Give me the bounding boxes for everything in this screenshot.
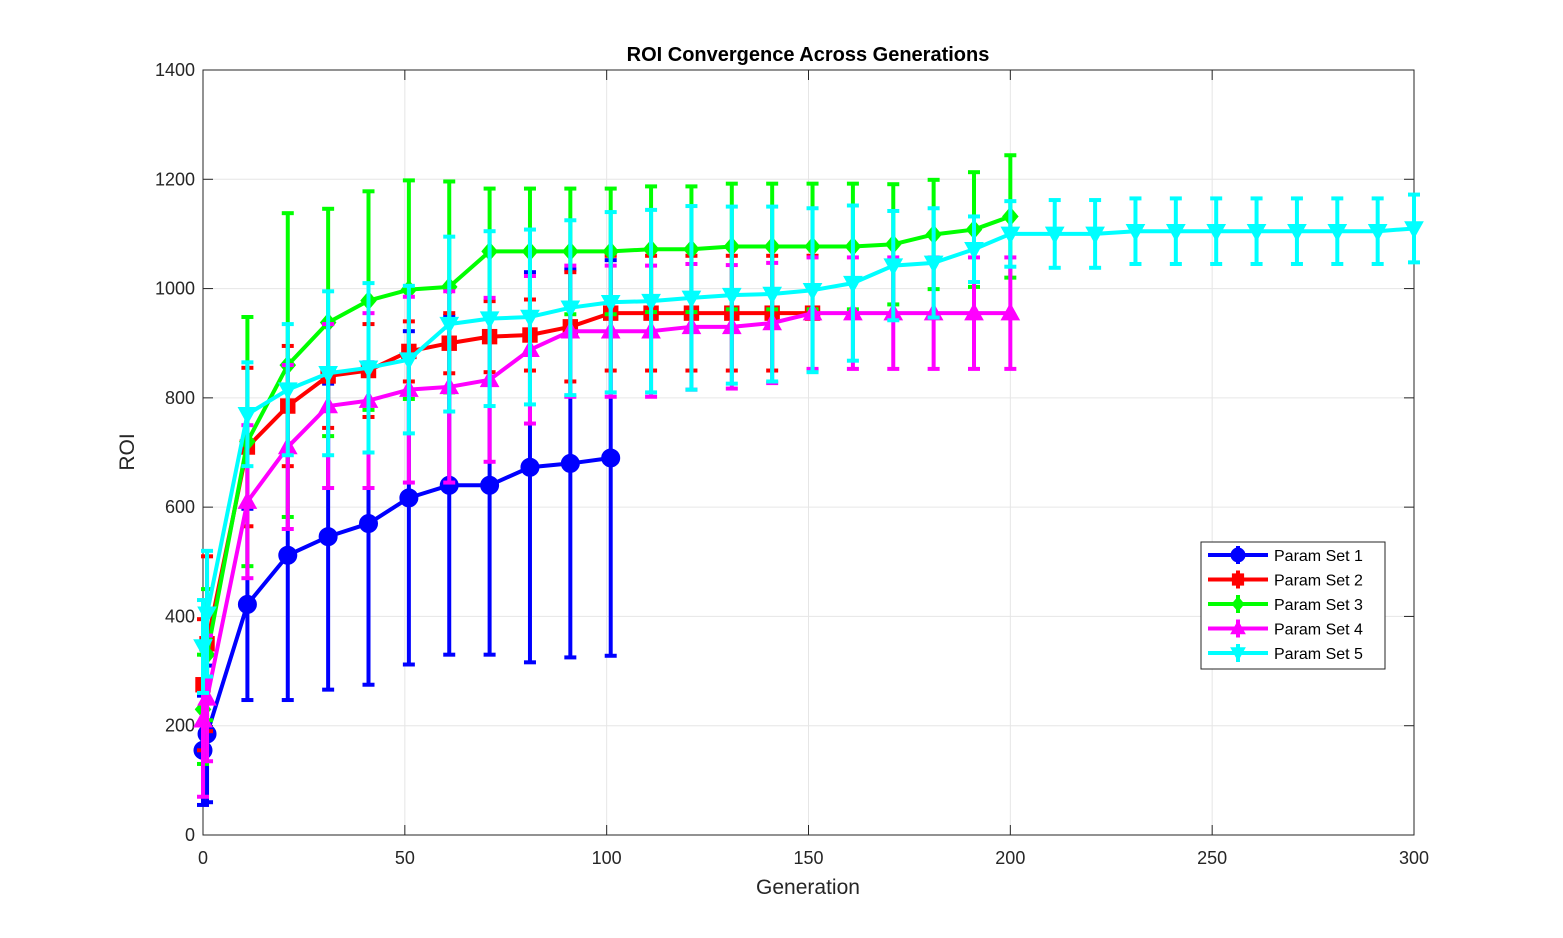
legend-marker <box>1230 647 1246 662</box>
y-tick-label: 1200 <box>155 169 195 189</box>
legend-label: Param Set 3 <box>1274 597 1363 614</box>
y-tick-label: 200 <box>165 716 195 736</box>
data-point <box>560 300 581 319</box>
series-line <box>201 311 1011 721</box>
data-point <box>1125 223 1146 242</box>
data-point <box>237 491 258 509</box>
legend-marker <box>1231 573 1245 586</box>
data-point <box>193 639 213 657</box>
data-point <box>197 606 217 625</box>
legend-entry: Param Set 3 <box>1208 595 1363 614</box>
data-point <box>520 457 540 477</box>
data-point <box>560 453 580 473</box>
data-point <box>1085 226 1105 245</box>
data-point <box>237 407 258 425</box>
y-tick-label: 600 <box>165 497 195 517</box>
y-axis-label: ROI <box>116 433 139 470</box>
x-tick-label: 300 <box>1399 848 1429 868</box>
series-line <box>201 226 1415 647</box>
data-point <box>600 294 621 313</box>
legend-entry: Param Set 4 <box>1208 619 1363 639</box>
data-point <box>399 352 419 371</box>
data-point <box>1206 223 1227 242</box>
data-point <box>923 255 944 274</box>
data-point <box>601 448 621 468</box>
data-point <box>1165 223 1186 242</box>
legend-entry: Param Set 5 <box>1208 644 1363 663</box>
data-point <box>641 293 661 312</box>
data-point <box>681 290 702 309</box>
data-point <box>964 302 984 321</box>
legend-label: Param Set 1 <box>1274 548 1363 565</box>
legend-marker <box>1230 620 1246 635</box>
legend-label: Param Set 4 <box>1274 622 1363 639</box>
data-point <box>193 709 213 728</box>
data-point <box>520 309 540 328</box>
data-point <box>278 545 298 565</box>
data-point <box>399 488 419 508</box>
legend-entry: Param Set 2 <box>1208 570 1363 590</box>
data-point <box>964 241 984 260</box>
x-tick-label: 250 <box>1197 848 1227 868</box>
axes: 0 50 100 150 200 250 300 0 200 400 600 800 1000 1200 1… <box>155 60 1429 868</box>
data-point <box>1044 226 1065 245</box>
legend-marker <box>1230 547 1246 563</box>
data-point <box>843 275 863 294</box>
data-point <box>318 366 338 384</box>
data-point <box>1327 223 1348 242</box>
data-point <box>1287 223 1307 242</box>
legend: Param Set 1 Param Set 2 Param Set 3 Param S… <box>1200 541 1386 670</box>
data-point <box>1367 223 1388 242</box>
data-point <box>479 311 500 330</box>
series-5 <box>193 192 1424 695</box>
x-axis-label: Generation <box>756 876 860 899</box>
data-point <box>439 316 460 335</box>
x-tick-label: 150 <box>793 848 823 868</box>
series-line <box>201 214 1012 710</box>
data-point <box>1000 302 1021 321</box>
x-tick-label: 0 <box>198 848 208 868</box>
data-point <box>883 258 904 277</box>
y-tick-label: 0 <box>185 825 195 845</box>
data-point <box>277 382 298 401</box>
data-point <box>1404 221 1424 239</box>
x-tick-label: 200 <box>995 848 1025 868</box>
legend-entry: Param Set 1 <box>1208 546 1363 565</box>
data-point <box>197 687 217 706</box>
y-tick-label: 800 <box>165 388 195 408</box>
data-point <box>359 514 379 534</box>
data-point <box>802 282 823 301</box>
series-layer <box>193 153 1424 807</box>
y-tick-label: 1400 <box>155 60 195 80</box>
data-point <box>237 594 257 614</box>
data-point <box>721 287 742 306</box>
data-point <box>480 475 500 495</box>
data-point <box>762 286 783 305</box>
legend-label: Param Set 2 <box>1274 573 1363 590</box>
data-point <box>1000 226 1021 245</box>
x-tick-label: 100 <box>592 848 622 868</box>
legend-label: Param Set 5 <box>1274 646 1363 663</box>
data-point <box>1246 223 1267 242</box>
legend-marker <box>1231 596 1245 612</box>
chart-title: ROI Convergence Across Generations <box>627 44 990 66</box>
x-tick-label: 50 <box>395 848 415 868</box>
data-point <box>318 527 338 547</box>
y-tick-label: 400 <box>165 606 195 626</box>
y-tick-label: 1000 <box>155 279 195 299</box>
data-point <box>358 360 379 379</box>
